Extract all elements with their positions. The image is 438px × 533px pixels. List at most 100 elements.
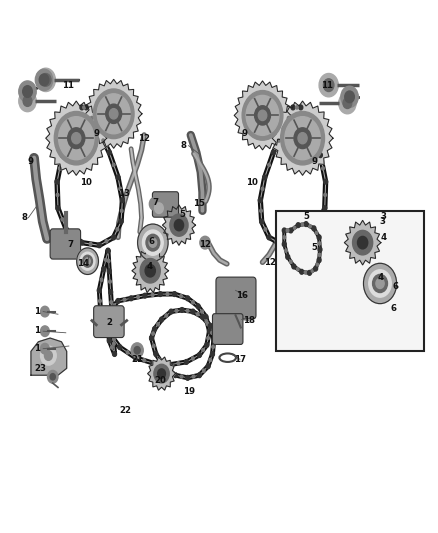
Circle shape — [41, 346, 56, 365]
Circle shape — [312, 226, 316, 231]
Circle shape — [309, 224, 311, 228]
Circle shape — [278, 139, 280, 142]
Circle shape — [56, 206, 60, 211]
Circle shape — [159, 359, 162, 362]
Circle shape — [158, 292, 162, 296]
Circle shape — [205, 343, 209, 348]
Circle shape — [339, 93, 356, 114]
Circle shape — [143, 293, 147, 298]
Circle shape — [287, 116, 290, 119]
Circle shape — [111, 331, 115, 336]
Polygon shape — [234, 81, 291, 150]
Circle shape — [106, 329, 110, 334]
Circle shape — [296, 106, 298, 109]
Circle shape — [307, 126, 311, 131]
Polygon shape — [132, 249, 169, 293]
Text: 5: 5 — [312, 244, 318, 253]
Circle shape — [317, 235, 321, 240]
Text: 20: 20 — [154, 376, 166, 385]
Circle shape — [369, 270, 391, 297]
Circle shape — [99, 309, 102, 314]
Circle shape — [108, 308, 112, 312]
Circle shape — [142, 230, 163, 255]
Circle shape — [165, 314, 168, 317]
Circle shape — [316, 263, 319, 266]
Circle shape — [324, 179, 328, 184]
Circle shape — [151, 361, 155, 366]
Circle shape — [152, 344, 155, 348]
Circle shape — [160, 362, 163, 366]
Circle shape — [100, 278, 103, 281]
Text: 5: 5 — [179, 210, 185, 219]
Text: 3: 3 — [379, 217, 385, 226]
Circle shape — [56, 193, 59, 197]
Circle shape — [54, 111, 98, 165]
Text: 12: 12 — [265, 258, 276, 266]
Circle shape — [47, 370, 58, 383]
Circle shape — [283, 236, 286, 239]
Circle shape — [202, 369, 205, 372]
Circle shape — [201, 310, 203, 313]
Circle shape — [291, 105, 295, 110]
Circle shape — [166, 293, 169, 296]
Circle shape — [109, 280, 111, 283]
Circle shape — [169, 369, 171, 373]
Circle shape — [191, 301, 194, 304]
Circle shape — [304, 271, 307, 274]
Circle shape — [97, 243, 101, 248]
Text: 9: 9 — [312, 157, 318, 166]
Circle shape — [311, 269, 314, 272]
Circle shape — [145, 264, 155, 277]
Circle shape — [202, 349, 205, 352]
Circle shape — [107, 331, 110, 334]
Circle shape — [39, 74, 49, 86]
Circle shape — [126, 351, 129, 354]
Circle shape — [206, 322, 209, 326]
Circle shape — [212, 345, 215, 349]
Circle shape — [65, 228, 69, 233]
Circle shape — [23, 86, 32, 98]
Circle shape — [299, 240, 303, 245]
Circle shape — [55, 179, 59, 184]
Circle shape — [186, 296, 190, 301]
Circle shape — [154, 364, 169, 383]
Circle shape — [319, 217, 322, 221]
Polygon shape — [162, 205, 195, 245]
Circle shape — [272, 150, 276, 155]
Text: 15: 15 — [194, 199, 205, 208]
Circle shape — [99, 300, 101, 303]
Text: 10: 10 — [80, 178, 92, 187]
Circle shape — [314, 228, 318, 233]
Circle shape — [180, 375, 183, 378]
Circle shape — [149, 238, 157, 247]
Circle shape — [307, 270, 311, 275]
Text: 21: 21 — [131, 355, 143, 364]
Circle shape — [275, 240, 278, 243]
Circle shape — [36, 68, 55, 92]
Circle shape — [177, 362, 180, 365]
Circle shape — [95, 126, 99, 131]
Polygon shape — [148, 357, 176, 390]
Circle shape — [246, 95, 279, 135]
Circle shape — [113, 304, 116, 307]
Circle shape — [283, 126, 286, 131]
Circle shape — [120, 198, 124, 203]
Circle shape — [286, 255, 290, 260]
Circle shape — [146, 235, 160, 251]
Circle shape — [318, 153, 322, 158]
Circle shape — [162, 365, 166, 369]
Text: 6: 6 — [392, 282, 398, 291]
Text: 5: 5 — [303, 212, 309, 221]
Circle shape — [286, 229, 289, 232]
Circle shape — [196, 304, 200, 309]
Text: 12: 12 — [199, 240, 211, 249]
Circle shape — [364, 263, 396, 304]
Circle shape — [268, 164, 270, 166]
Circle shape — [343, 98, 352, 109]
Text: 12: 12 — [138, 134, 150, 143]
Circle shape — [60, 153, 64, 158]
Circle shape — [41, 74, 51, 86]
Text: 11: 11 — [62, 80, 74, 90]
Circle shape — [318, 253, 321, 256]
Circle shape — [106, 104, 122, 124]
